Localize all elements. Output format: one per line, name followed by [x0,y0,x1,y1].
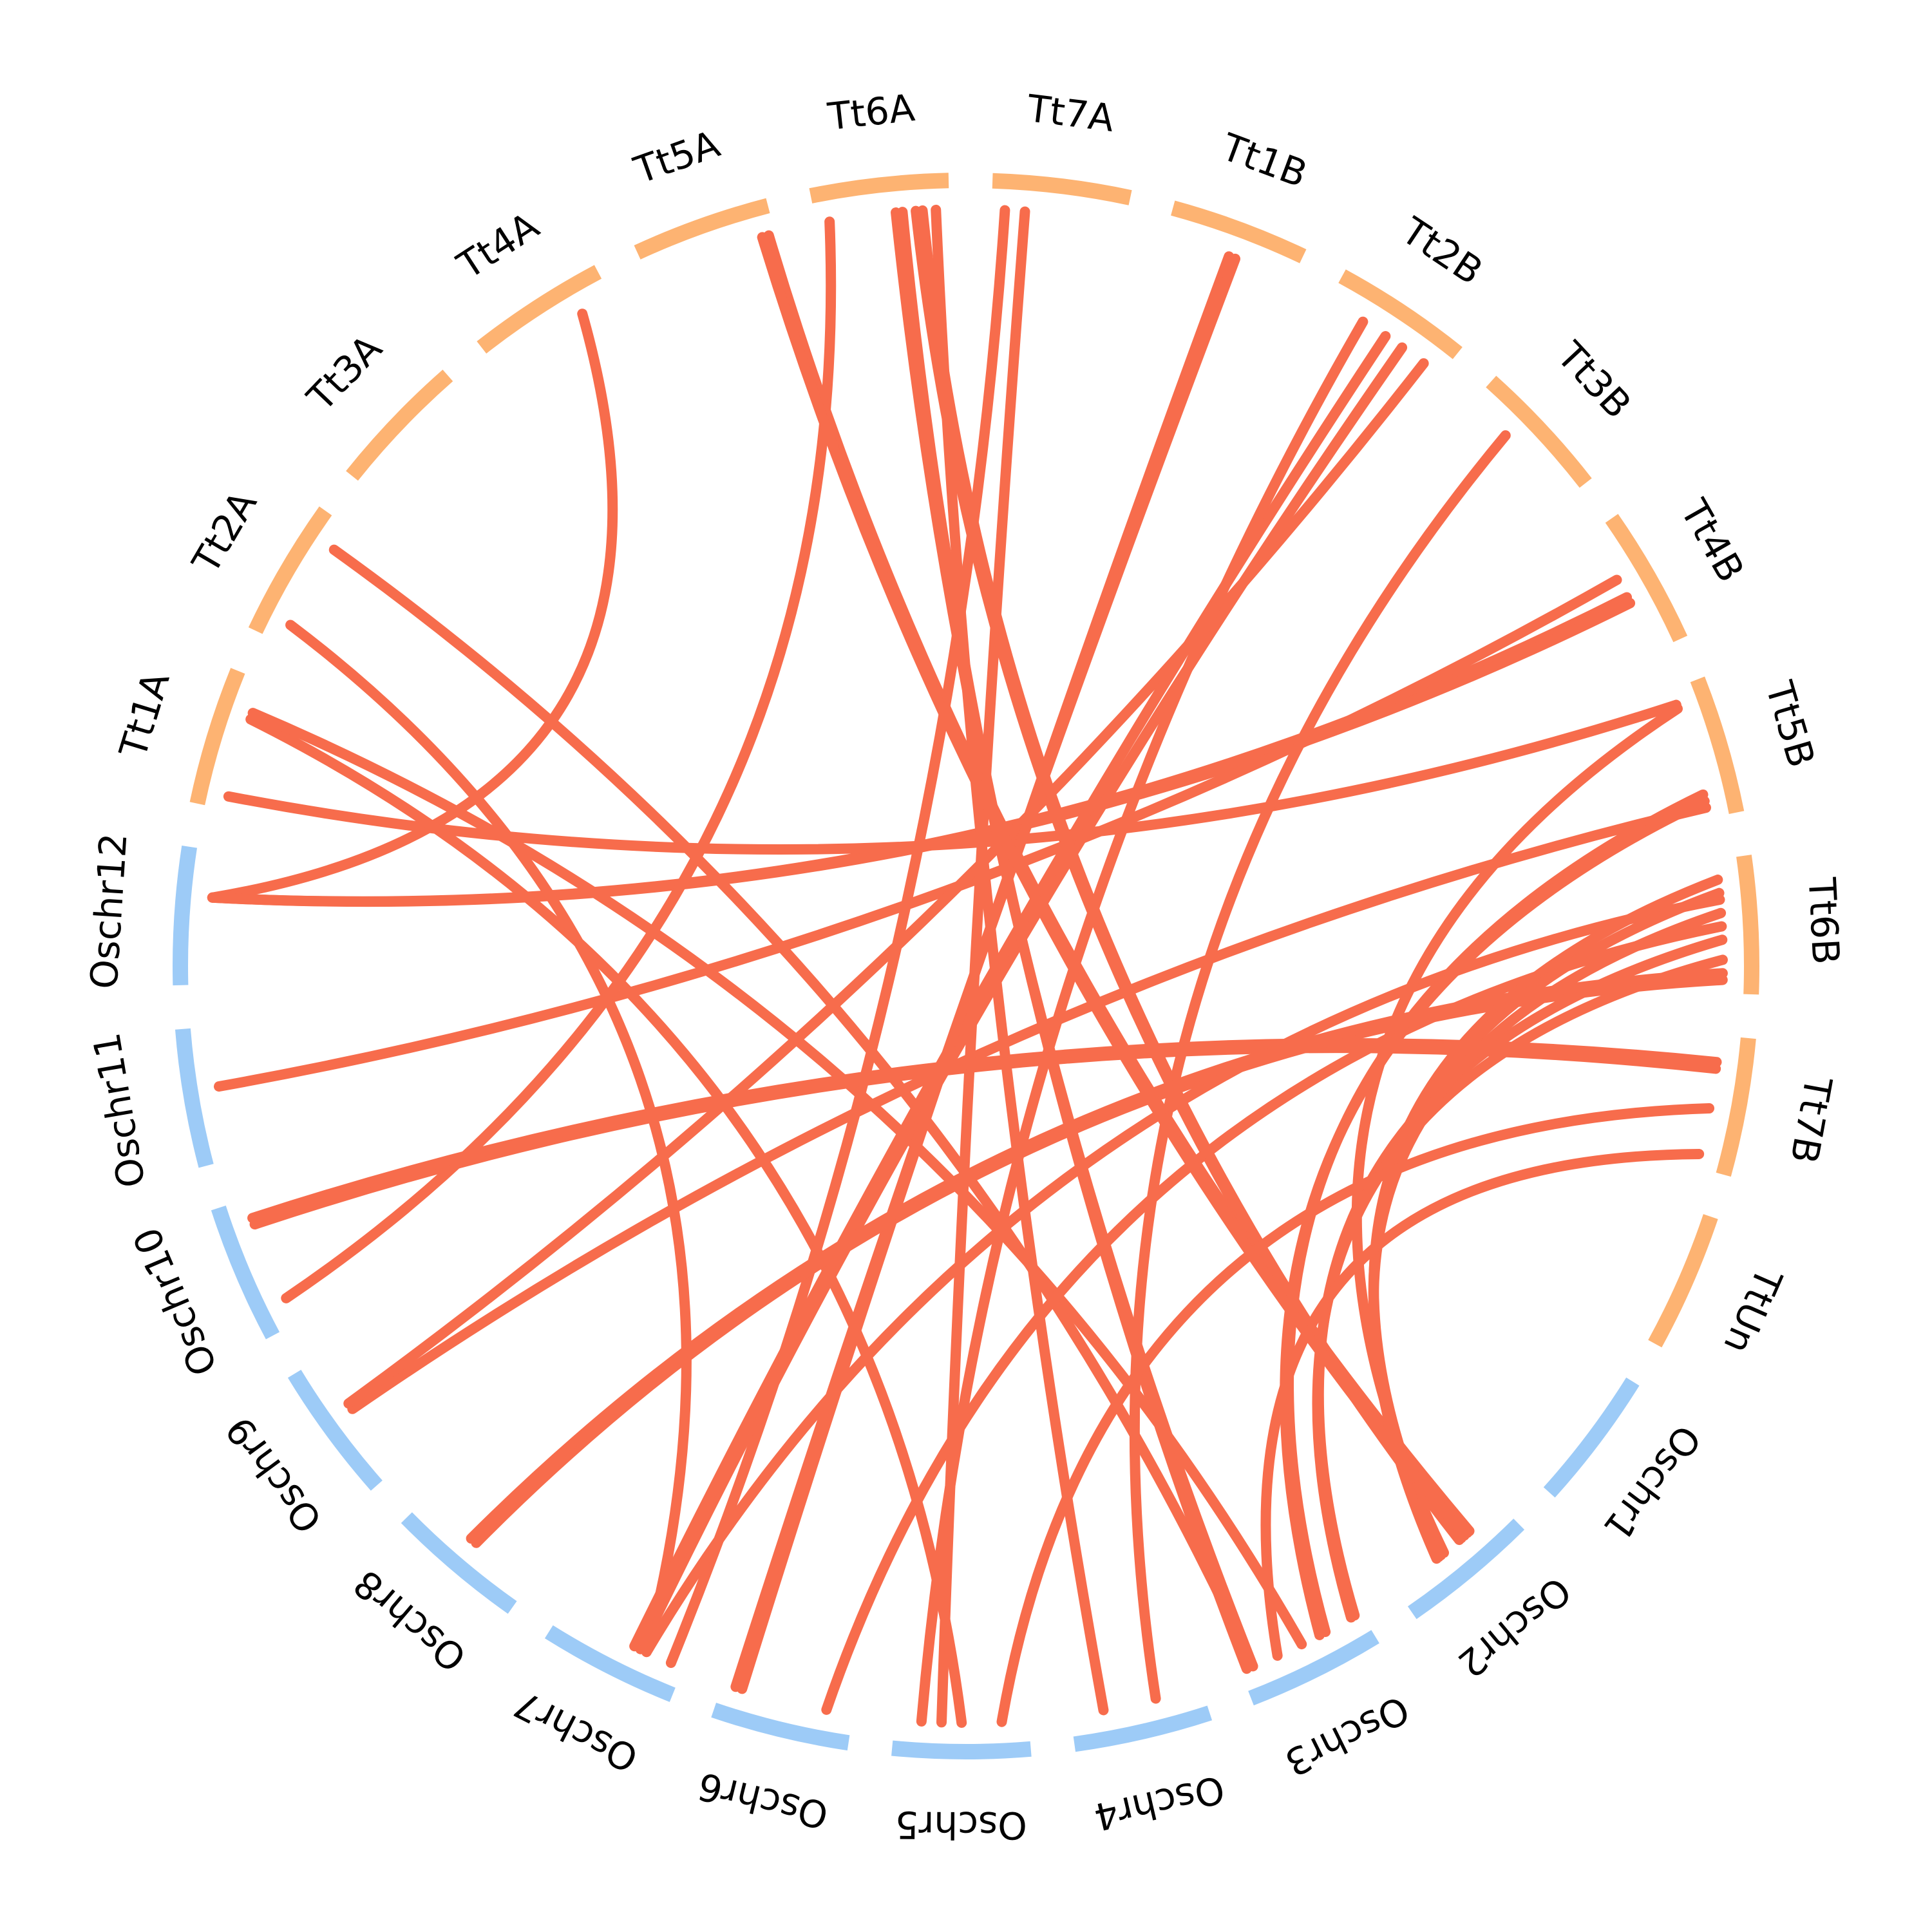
synteny-link [1129,430,1511,1704]
synteny-link [665,205,1010,1669]
synteny-link [245,714,967,1728]
chromosome-segment-tt4a [477,265,602,354]
chromosome-segment-tt4b [1605,514,1688,643]
chromosome-segment-oschr4 [1073,1705,1213,1752]
chromosome-segment-oschr10 [211,1205,280,1340]
chromosome-label-oschr5: Oschr5 [895,1803,1027,1847]
chromosome-segment-oschr8 [401,1512,517,1614]
chromosome-segment-oschr12 [173,845,198,986]
chromosome-label-tt2b: Tt2B [1394,209,1491,294]
chromosome-segment-tt7a [992,173,1132,205]
chromosome-segment-tt1a [189,668,245,806]
chromosome-label-tt7a: Tt7A [1025,86,1117,140]
chromosome-label-tt1b: Tt1B [1216,125,1313,196]
chromosome-segment-tt6a [809,173,949,204]
synteny-link [207,308,618,903]
synteny-link [285,620,692,1658]
synteny-link [247,1037,1722,1224]
chromosome-segment-oschr6 [711,1703,850,1751]
chromosome-segment-tt7b [1716,1037,1756,1177]
synteny-link [471,974,1728,1548]
chromosome-label-oschr7: Oschr7 [507,1682,645,1781]
synteny-link [757,232,1473,1539]
chromosome-segment-tt6b [1736,855,1759,995]
synteny-link [247,708,1307,1650]
chromosome-segment-oschr7 [544,1625,676,1702]
synteny-link [641,895,1725,1658]
chromosome-label-oschr4: Oschr4 [1090,1766,1228,1839]
chromosome-label-oschr6: Oschr6 [694,1764,833,1838]
chromosome-label-oschr12: Oschr12 [82,832,135,990]
chromosome-segment-tt3a [346,369,453,481]
chromosome-segment-tt3b [1486,375,1592,488]
chromosome-label-tt2a: Tt2A [184,484,265,582]
chromosome-segment-oschr9 [287,1369,383,1491]
chromosome-label-tt3b: Tt3B [1548,333,1640,427]
synteny-link [757,232,1470,1541]
synteny-link [1368,907,1727,1564]
chromosome-segment-tt1b [1171,200,1307,263]
chromosome-label-oschr2: Oschr2 [1450,1568,1579,1686]
chromosome-label-tt6b: Tt6B [1800,876,1848,965]
chromosome-segment-ttun [1648,1214,1718,1348]
synteny-links [207,204,1728,1728]
chromosome-label-tt5a: Tt5A [628,122,725,193]
chromosome-segment-tt5a [634,198,770,260]
chromosome-label-oschr8: Oschr8 [345,1561,474,1680]
chromosome-label-oschr9: Oschr9 [217,1408,330,1541]
synteny-link [213,574,1622,1092]
synteny-link [343,358,1429,1409]
chromosome-label-oschr1: Oschr1 [1595,1417,1709,1549]
chromosome-segment-oschr2 [1407,1519,1525,1620]
chromosome-label-tt7b: Tt7B [1782,1073,1841,1167]
chromosome-label-tt3a: Tt3A [298,327,390,420]
chromosome-label-oschr11: Oschr11 [84,1030,154,1191]
synteny-link [996,1103,1715,1727]
synteny-link [629,331,1391,1652]
synteny-link [1260,1148,1705,1661]
chromosome-segment-oschr3 [1248,1630,1379,1706]
chromosome-label-tt4b: Tt4B [1672,491,1753,589]
chromosome-segment-tt5b [1690,676,1745,814]
synteny-link [223,699,1681,855]
synteny-link [1280,796,1710,1640]
chromosome-label-ttun: TtUn [1715,1261,1791,1360]
synteny-link [466,968,1728,1544]
chromosome-segment-oschr5 [891,1740,1032,1759]
synteny-link [916,316,1368,1727]
chromosome-label-tt4a: Tt4A [450,204,547,288]
synteny-link [897,207,1252,1674]
synteny-link [931,204,1109,1716]
chromosome-segment-tt2a [248,506,332,634]
chromosome-segment-oschr1 [1543,1377,1640,1498]
chromosome-ring [173,173,1759,1759]
synteny-link [1312,954,1728,1623]
chromosome-label-tt5b: Tt5B [1757,676,1823,773]
chromosome-label-oschr3: Oschr3 [1278,1687,1416,1785]
chromosome-segment-oschr11 [175,1028,214,1168]
chromosome-label-oschr10: Oschr10 [125,1221,226,1381]
chromosome-segment-tt2b [1338,269,1463,359]
chromosome-label-tt6a: Tt6A [825,86,917,139]
chromosome-label-tt1a: Tt1A [111,667,178,763]
